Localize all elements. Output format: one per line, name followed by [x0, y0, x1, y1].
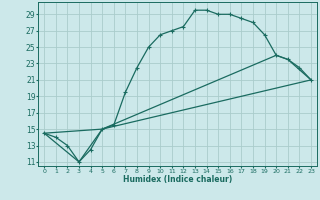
- X-axis label: Humidex (Indice chaleur): Humidex (Indice chaleur): [123, 175, 232, 184]
